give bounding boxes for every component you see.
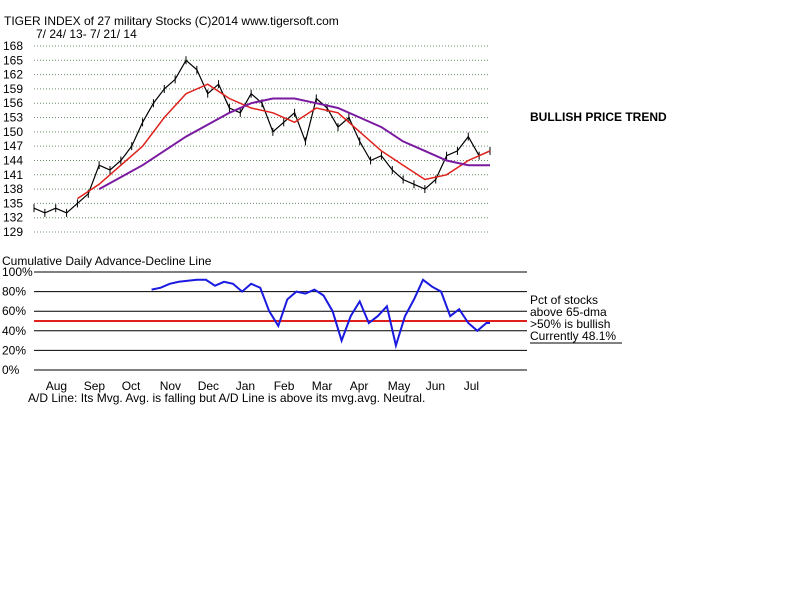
chart-title: TIGER INDEX of 27 military Stocks (C)201… [4,14,339,28]
pct-series [151,278,490,350]
pct-tick-label: 80% [2,285,26,299]
ad-panel-title: Cumulative Daily Advance-Decline Line [2,254,212,268]
pct-tick-label: 100% [2,265,33,279]
month-tick-label: Aug [46,379,67,393]
price-series-line-ma_long [98,97,490,190]
month-tick-label: Jan [236,379,255,393]
price-tick-label: 129 [3,225,23,239]
pct-tick-label: 40% [2,324,26,338]
month-tick-label: Nov [160,379,181,393]
price-tick-label: 159 [3,82,23,96]
price-tick-label: 132 [3,211,23,225]
price-series-line-ma_short [76,83,491,200]
price-tick-label: 168 [3,39,23,53]
month-tick-label: Sep [84,379,106,393]
month-tick-label: Jul [464,379,479,393]
price-series [33,56,491,217]
price-tick-label: 135 [3,196,23,210]
price-tick-label: 165 [3,53,23,67]
price-grid [34,45,490,233]
month-tick-label: Jun [426,379,445,393]
month-tick-label: Apr [350,379,369,393]
pct-legend-line: Currently 48.1% [530,329,616,343]
price-tick-label: 156 [3,96,23,110]
price-tick-label: 138 [3,182,23,196]
month-tick-label: Dec [198,379,219,393]
price-tick-label: 144 [3,153,23,167]
pct-tick-label: 60% [2,304,26,318]
pct-legend-line: Pct of stocks [530,293,598,307]
pct-series-line [151,278,490,350]
chart-subtitle: 7/ 24/ 13- 7/ 21/ 14 [36,27,137,41]
price-tick-label: 141 [3,168,23,182]
month-tick-label: May [388,379,411,393]
pct-y-ticks: 100% 80% 60% 40% 20% 0% [2,265,33,377]
ad-footer: A/D Line: Its Mvg. Avg. is falling but A… [28,391,425,405]
pct-tick-label: 0% [2,363,20,377]
month-tick-label: Oct [122,379,141,393]
price-tick-label: 153 [3,111,23,125]
month-tick-label: Feb [274,379,295,393]
pct-legend-line: >50% is bullish [530,317,610,331]
pct-legend-line: above 65-dma [530,305,607,319]
price-tick-label: 162 [3,68,23,82]
price-y-ticks: 1681651621591561531501471441411381351321… [3,39,23,239]
trend-annotation: BULLISH PRICE TREND [530,110,667,124]
price-tick-label: 147 [3,139,23,153]
month-x-ticks: Aug Sep Oct Nov Dec Jan Feb Mar Apr May Jun Jul [46,379,479,393]
price-tick-label: 150 [3,125,23,139]
price-series-line-price [33,59,491,214]
month-tick-label: Mar [312,379,333,393]
pct-tick-label: 20% [2,343,26,357]
